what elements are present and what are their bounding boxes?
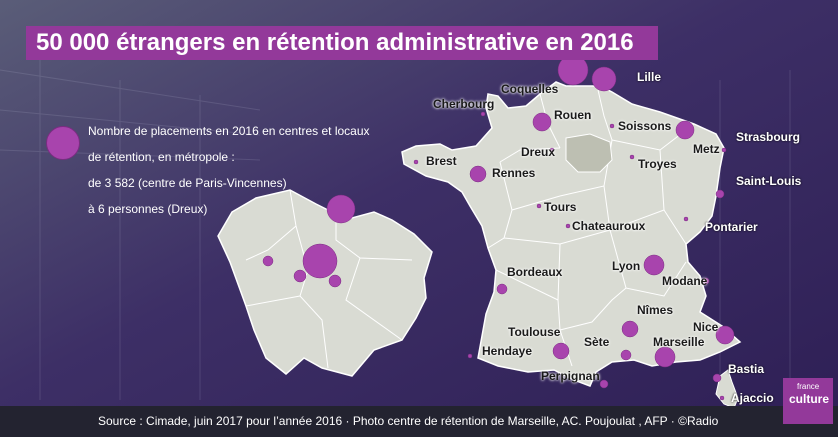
bubble-lyon [643,254,665,276]
bubble-modane [702,277,710,285]
city-label-toulouse: Toulouse [508,325,561,339]
bubble-metz [675,120,695,140]
logo-line-top: france [797,382,820,391]
bubble-inset-south [328,274,342,288]
map-title: 50 000 étrangers en rétention administra… [26,26,658,60]
inset-bubbles [262,194,356,288]
france-mainland [401,81,742,387]
city-label-tours: Tours [544,200,577,214]
footer-credits: Source : Cimade, juin 2017 pour l’année … [0,406,838,437]
bubble-inset-north [326,194,356,224]
city-label-metz: Metz [693,142,720,156]
city-label-nice: Nice [693,320,719,334]
bubble-dreux [549,147,555,153]
bubble-strasbourg [721,147,727,153]
city-label-pontarier: Pontarier [705,220,758,234]
bubble-pontarier [683,216,689,222]
legend-line-2: de rétention, en métropole : [88,150,235,164]
bubble-toulouse [552,342,570,360]
bubble-cherbourg [480,111,486,117]
city-label-rouen: Rouen [554,108,592,122]
city-label-coquelles: Coquelles [501,82,559,96]
city-label-nimes: Nîmes [637,303,674,317]
legend-bubble-icon [46,126,80,160]
bubble-inset-west [262,255,274,267]
city-label-perpignan: Perpignan [541,369,600,383]
bubble-troyes [629,154,635,160]
bubble-chateauroux [565,223,571,229]
city-bubbles [413,54,735,401]
city-label-marseille: Marseille [653,335,705,349]
city-label-sete: Sète [584,335,610,349]
logo-line-bottom: culture [789,392,830,406]
bubble-marseille [654,346,676,368]
city-label-ajaccio: Ajaccio [731,391,774,405]
city-label-rennes: Rennes [492,166,536,180]
city-label-cherbourg: Cherbourg [433,97,495,111]
legend-line-3: de 3 582 (centre de Paris-Vincennes) [88,176,287,190]
bubble-brest [413,159,419,165]
ile-de-france-region [565,133,613,173]
bubble-paris-vincennes [302,243,338,279]
city-label-strasbourg: Strasbourg [736,130,801,144]
bubble-hendaye [467,353,473,359]
bubble-rennes [469,165,487,183]
france-culture-logo: france culture [783,378,833,424]
city-label-brest: Brest [426,154,457,168]
bubble-saint-louis [715,189,725,199]
city-label-saint-louis: Saint-Louis [736,174,802,188]
legend: Nombre de placements en 2016 en centres … [88,118,398,222]
bubble-rouen [532,112,552,132]
bubble-nimes [621,320,639,338]
footer-text: Source : Cimade, juin 2017 pour l’année … [98,414,719,428]
city-label-dreux: Dreux [521,145,556,159]
bubble-tours [536,203,542,209]
city-label-hendaye: Hendaye [482,344,533,358]
city-label-troyes: Troyes [638,157,677,171]
bubble-perpignan [599,379,609,389]
bubble-lille [591,66,617,92]
city-label-lille: Lille [637,70,662,84]
bubble-nice [715,325,735,345]
bubble-sete [620,349,632,361]
bubble-inset-center [293,269,307,283]
bubble-bordeaux [496,283,508,295]
city-label-bordeaux: Bordeaux [507,265,563,279]
city-label-bastia: Bastia [728,362,765,376]
bubble-bastia [712,373,722,383]
legend-line-4: à 6 personnes (Dreux) [88,202,208,216]
city-label-modane: Modane [662,274,708,288]
city-label-soissons: Soissons [618,119,672,133]
legend-line-1: Nombre de placements en 2016 en centres … [88,124,370,138]
bubble-ajaccio [719,395,725,401]
city-label-lyon: Lyon [612,259,641,273]
bubble-soissons [609,123,615,129]
city-label-chateauroux: Chateauroux [572,219,646,233]
